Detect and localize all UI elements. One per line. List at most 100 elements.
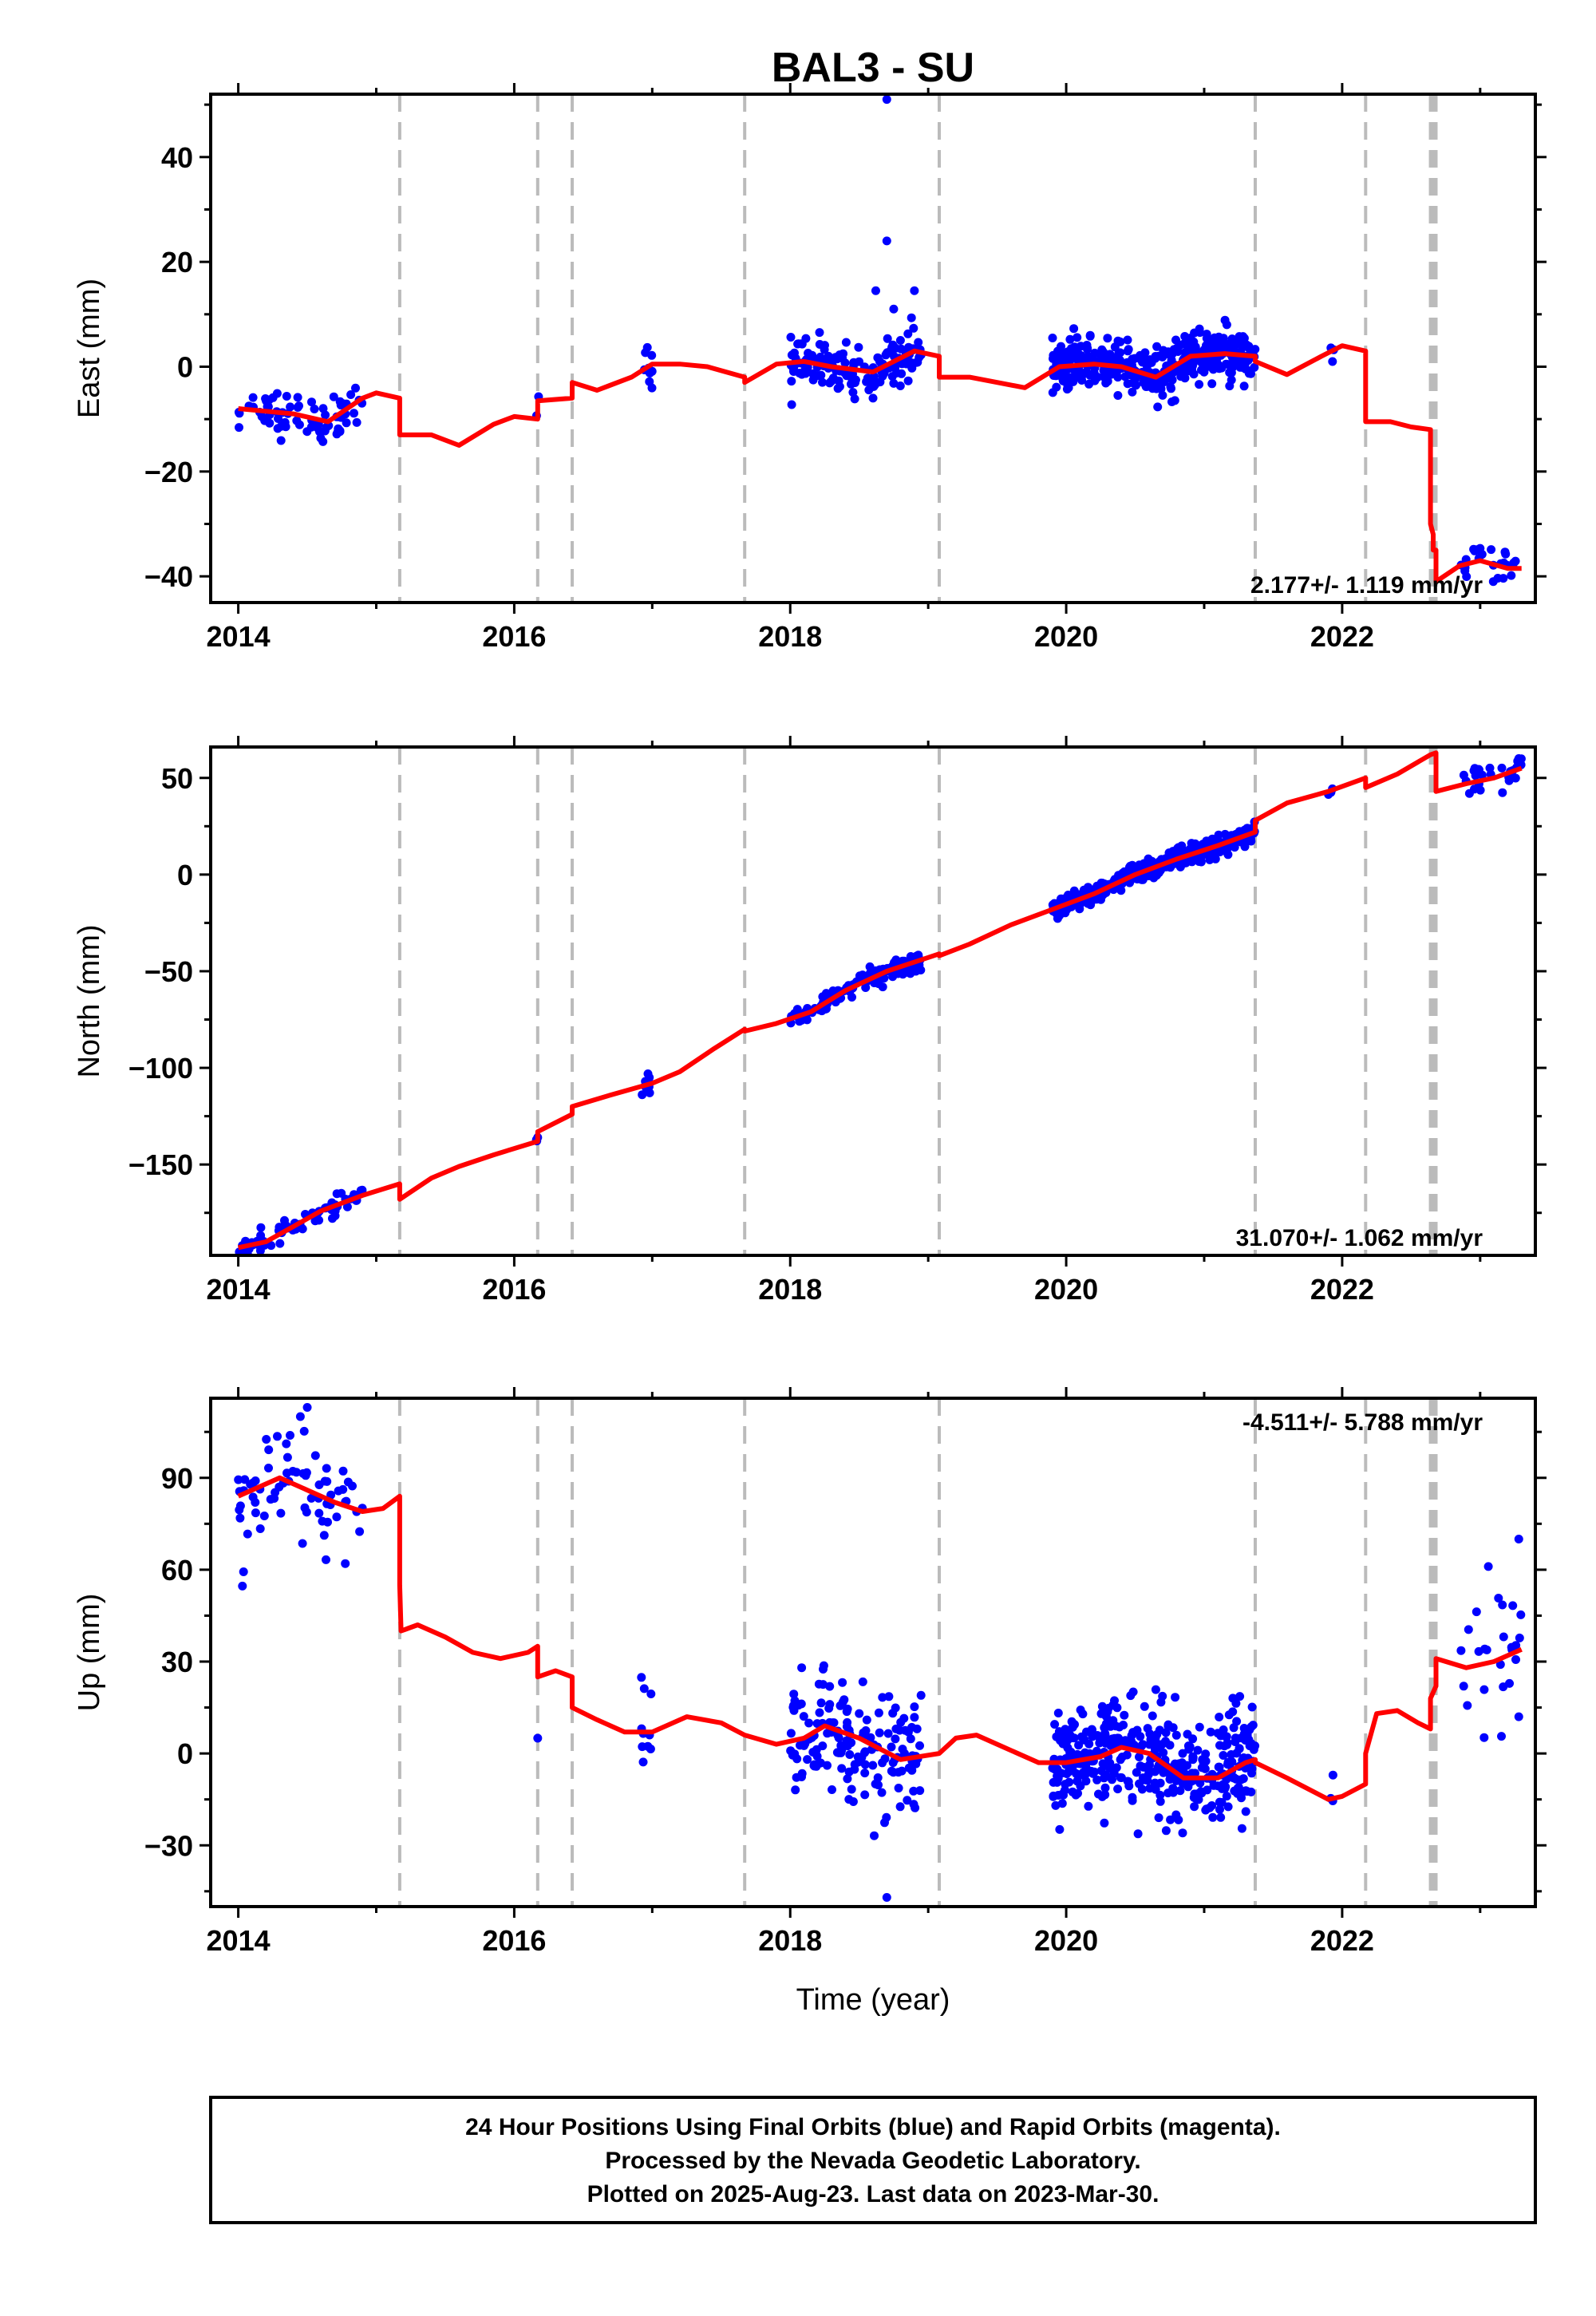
up-data-point bbox=[1499, 1632, 1508, 1642]
east-data-point bbox=[1085, 330, 1095, 340]
north-data-point bbox=[1063, 893, 1073, 903]
up-data-point bbox=[310, 1451, 320, 1460]
up-data-point bbox=[1158, 1691, 1167, 1701]
footer-line-1: 24 Hour Positions Using Final Orbits (bl… bbox=[465, 2114, 1281, 2140]
up-data-point bbox=[1200, 1764, 1210, 1773]
up-data-point bbox=[843, 1774, 852, 1784]
up-data-point bbox=[282, 1439, 291, 1448]
up-data-point bbox=[1055, 1824, 1065, 1834]
up-data-point bbox=[1171, 1730, 1181, 1740]
up-data-point bbox=[1098, 1759, 1108, 1769]
north-data-point bbox=[1498, 788, 1507, 797]
up-data-point bbox=[894, 1784, 903, 1792]
north-frame bbox=[209, 745, 1537, 1257]
up-rate-label: -4.511+/- 5.788 mm/yr bbox=[1242, 1409, 1483, 1436]
up-data-point bbox=[270, 1494, 279, 1503]
up-data-point bbox=[818, 1680, 828, 1690]
up-data-point bbox=[637, 1673, 646, 1682]
up-data-point bbox=[862, 1715, 871, 1725]
up-data-point bbox=[797, 1663, 807, 1673]
up-data-point bbox=[1100, 1773, 1108, 1783]
east-panel: 2014 2016 2018 2020 2022 −40 −20 0 20 40 East (mm)… bbox=[73, 83, 1547, 653]
up-data-point bbox=[646, 1690, 656, 1698]
up-y-tick-label: −30 bbox=[144, 1829, 193, 1862]
up-x-tick-label: 2020 bbox=[1034, 1924, 1098, 1957]
up-data-point bbox=[251, 1498, 260, 1507]
east-x-tick-label: 2020 bbox=[1034, 620, 1098, 653]
up-data-point bbox=[255, 1524, 265, 1533]
up-data-point bbox=[916, 1690, 926, 1700]
up-data-point bbox=[1088, 1769, 1098, 1778]
east-data-point bbox=[1500, 547, 1510, 557]
east-data-point bbox=[1048, 334, 1057, 342]
east-data-point bbox=[1472, 545, 1482, 555]
up-data-point bbox=[1074, 1741, 1084, 1750]
east-data-point bbox=[1152, 342, 1162, 351]
up-data-point bbox=[1237, 1788, 1246, 1798]
up-data-point bbox=[858, 1677, 867, 1686]
east-data-point bbox=[1180, 332, 1190, 341]
up-data-point bbox=[1136, 1732, 1145, 1741]
east-data-point bbox=[1062, 385, 1072, 394]
up-data-point bbox=[238, 1581, 247, 1591]
up-data-point bbox=[638, 1742, 647, 1752]
up-data-point bbox=[1511, 1655, 1520, 1664]
up-data-point bbox=[907, 1722, 917, 1732]
up-data-point bbox=[804, 1718, 814, 1728]
up-data-point bbox=[878, 1758, 887, 1768]
up-data-point bbox=[1067, 1717, 1077, 1726]
east-data-point bbox=[235, 423, 243, 433]
north-y-tick-label: −150 bbox=[128, 1148, 193, 1181]
north-x-axis: 2014 2016 2018 2020 2022 bbox=[207, 736, 1482, 1306]
east-data-point bbox=[302, 427, 312, 437]
east-data-point bbox=[1051, 371, 1061, 381]
up-data-point bbox=[1061, 1785, 1069, 1795]
east-data-point bbox=[350, 409, 358, 418]
up-data-point bbox=[1499, 1682, 1508, 1692]
up-data-point bbox=[825, 1682, 835, 1691]
footer-line-3: Plotted on 2025-Aug-23. Last data on 202… bbox=[587, 2181, 1159, 2207]
east-outlier-point bbox=[882, 95, 891, 105]
up-data-point bbox=[1194, 1795, 1203, 1804]
up-x-axis: 2014 2016 2018 2020 2022 bbox=[207, 1387, 1482, 1957]
north-data-point bbox=[1174, 847, 1183, 856]
up-data-point bbox=[1080, 1748, 1090, 1757]
up-data-point bbox=[1208, 1812, 1218, 1822]
up-data-point bbox=[842, 1707, 851, 1717]
east-data-point bbox=[1499, 574, 1508, 583]
east-data-point bbox=[789, 365, 798, 374]
east-y-tick-label: −40 bbox=[144, 560, 193, 593]
up-data-point bbox=[1188, 1734, 1198, 1744]
up-x-tick-label: 2022 bbox=[1310, 1924, 1374, 1957]
up-data-point bbox=[859, 1728, 868, 1737]
up-y-tick-label: 60 bbox=[161, 1554, 193, 1587]
up-data-point bbox=[843, 1717, 852, 1727]
up-data-point bbox=[298, 1539, 307, 1548]
east-data-point bbox=[1187, 365, 1196, 374]
up-data-point bbox=[1100, 1783, 1110, 1792]
up-data-point bbox=[786, 1729, 796, 1738]
east-data-point bbox=[1222, 320, 1231, 330]
up-data-point bbox=[1115, 1722, 1124, 1732]
east-y-axis-label: East (mm) bbox=[73, 279, 106, 418]
east-model-line bbox=[238, 343, 1522, 584]
east-rate-label: 2.177+/- 1.119 mm/yr bbox=[1250, 572, 1483, 599]
east-data-point bbox=[909, 323, 918, 333]
east-data-point bbox=[914, 338, 923, 347]
north-data-point bbox=[356, 1186, 365, 1196]
east-data-point bbox=[1229, 342, 1238, 352]
up-y-axis: −30 0 30 60 90 bbox=[144, 1430, 1547, 1893]
north-data-point bbox=[898, 970, 907, 979]
up-data-point bbox=[900, 1725, 910, 1735]
up-data-point bbox=[1061, 1740, 1070, 1749]
up-data-point bbox=[322, 1476, 332, 1486]
up-data-point bbox=[818, 1741, 828, 1751]
up-data-point bbox=[1216, 1812, 1226, 1822]
up-data-point bbox=[1177, 1758, 1187, 1768]
up-model-line bbox=[237, 1475, 1523, 1802]
east-x-axis: 2014 2016 2018 2020 2022 bbox=[207, 83, 1482, 653]
east-data-point bbox=[264, 395, 274, 405]
east-data-point bbox=[1239, 381, 1249, 391]
up-data-point bbox=[1202, 1804, 1211, 1814]
east-data-point bbox=[808, 375, 818, 385]
